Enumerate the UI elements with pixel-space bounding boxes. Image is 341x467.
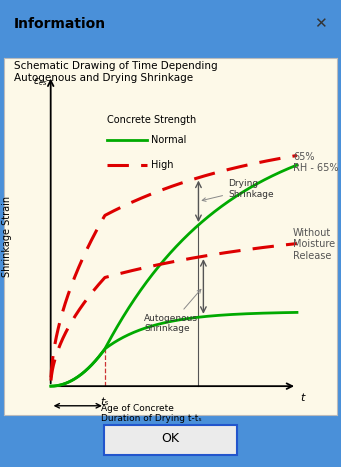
Text: Drying
Shrinkage: Drying Shrinkage bbox=[202, 179, 273, 201]
Text: Age of Concrete
Duration of Drying t-tₛ: Age of Concrete Duration of Drying t-tₛ bbox=[101, 404, 202, 424]
Text: ✕: ✕ bbox=[314, 16, 327, 31]
Text: 65%: 65% bbox=[293, 152, 314, 162]
Text: Autogenous
Shrinkage: Autogenous Shrinkage bbox=[144, 290, 201, 333]
Text: Normal: Normal bbox=[150, 135, 186, 145]
Text: High: High bbox=[150, 160, 173, 170]
Text: Schematic Drawing of Time Depending
Autogenous and Drying Shrinkage: Schematic Drawing of Time Depending Auto… bbox=[14, 62, 218, 83]
Text: OK: OK bbox=[162, 432, 179, 446]
Text: $\varepsilon_{cs}$: $\varepsilon_{cs}$ bbox=[33, 76, 47, 87]
Text: Without
Moisture
Release: Without Moisture Release bbox=[293, 228, 335, 261]
Text: t: t bbox=[300, 393, 305, 403]
Text: Information: Information bbox=[14, 17, 106, 31]
Text: Concrete Strength: Concrete Strength bbox=[107, 115, 196, 125]
Text: tₛ: tₛ bbox=[101, 397, 109, 407]
FancyBboxPatch shape bbox=[104, 425, 237, 455]
Text: Shrinkage Strain: Shrinkage Strain bbox=[2, 196, 12, 277]
Text: RH - 65%: RH - 65% bbox=[293, 163, 338, 173]
